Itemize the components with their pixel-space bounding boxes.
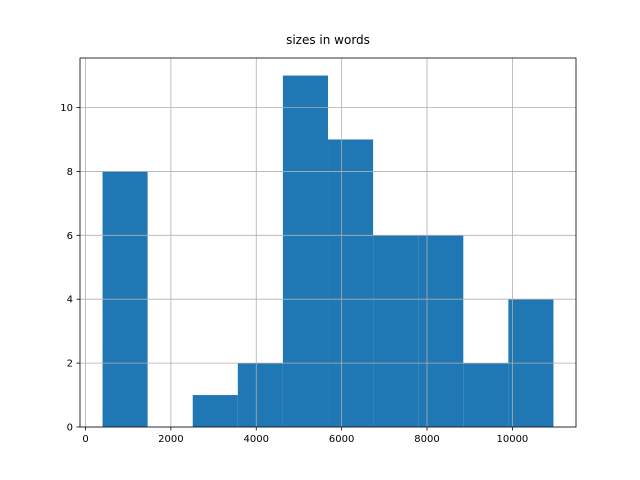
x-tick-label: 10000: [496, 434, 528, 445]
y-tick-label: 6: [67, 231, 73, 242]
y-tick-label: 8: [67, 167, 73, 178]
y-tick-label: 0: [67, 423, 73, 434]
bar: [328, 139, 374, 427]
x-tick-label: 4000: [244, 434, 269, 445]
x-tick-label: 2000: [158, 434, 183, 445]
plot-frame: [79, 57, 577, 428]
bar: [373, 235, 419, 427]
x-tick-label: 6000: [329, 434, 354, 445]
x-tick-label: 0: [82, 434, 88, 445]
bar: [192, 395, 238, 427]
bar: [237, 363, 283, 427]
x-tick-label: 8000: [414, 434, 439, 445]
y-tick-label: 4: [67, 295, 73, 306]
bar: [282, 75, 329, 428]
y-tick-label: 2: [67, 359, 73, 370]
y-tick-label: 10: [60, 103, 73, 114]
bar: [418, 235, 464, 427]
chart-title: sizes in words: [286, 33, 370, 47]
bar: [463, 363, 509, 427]
